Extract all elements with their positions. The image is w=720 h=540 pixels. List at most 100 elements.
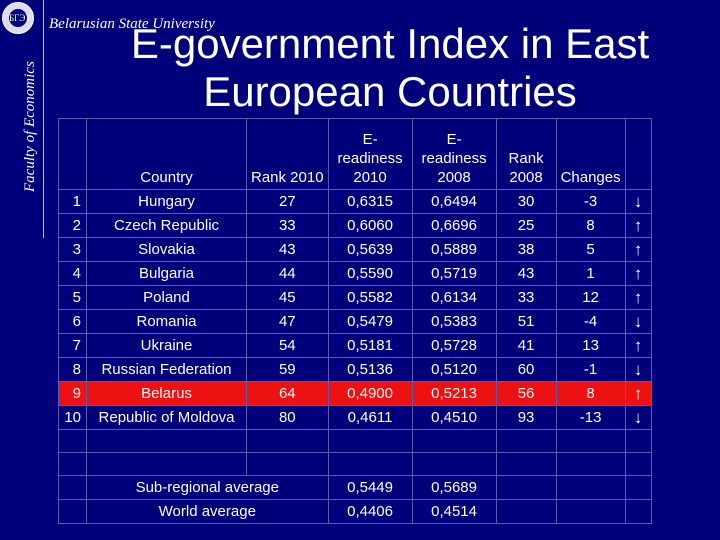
ereadiness-2008: 0,5689	[411, 475, 497, 500]
university-name: Belarusian State University	[49, 16, 215, 32]
empty-cell	[495, 452, 557, 476]
row-number: 6	[58, 309, 87, 334]
table-row: 10 Republic of Moldova 80 0,4611 0,4510 93 -13…	[58, 405, 652, 430]
ereadiness-2008: 0,6696	[411, 213, 497, 238]
row-number: 4	[58, 261, 87, 286]
ereadiness-2008: 0,5213	[411, 381, 497, 406]
rank-2010: 47	[246, 309, 329, 334]
ereadiness-2008: 0,5120	[411, 357, 497, 382]
rank-2010: 27	[246, 189, 329, 214]
empty-cell	[624, 475, 652, 500]
row-number: 1	[58, 189, 87, 214]
country-name: Ukraine	[86, 333, 247, 358]
rank-2010: 33	[246, 213, 329, 238]
header-arrow	[624, 118, 652, 190]
rank-change: -1	[555, 357, 626, 382]
average-label: World average	[86, 499, 329, 524]
rank-change: 5	[555, 237, 626, 262]
title-line-2: European Countries	[203, 68, 577, 115]
arrow-down-icon: ↓	[624, 309, 652, 334]
rank-2008: 43	[495, 261, 557, 286]
ereadiness-2008: 0,5889	[411, 237, 497, 262]
empty-cell	[58, 452, 87, 476]
slide-title: E-government Index in East European Coun…	[60, 20, 720, 116]
arrow-down-icon: ↓	[624, 357, 652, 382]
ereadiness-2010: 0,5479	[327, 309, 413, 334]
average-row: World average 0,4406 0,4514	[58, 499, 652, 524]
empty-cell	[411, 452, 497, 476]
rank-change: 1	[555, 261, 626, 286]
ereadiness-2010: 0,4900	[327, 381, 413, 406]
arrow-down-icon: ↓	[624, 405, 652, 430]
table-row: 3 Slovakia 43 0,5639 0,5889 38 5 ↑	[58, 237, 652, 262]
university-logo: БГЭУ	[2, 2, 34, 34]
rank-2008: 56	[495, 381, 557, 406]
empty-cell	[58, 429, 87, 453]
rank-change: 8	[555, 213, 626, 238]
ereadiness-2010: 0,4406	[327, 499, 413, 524]
rank-2010: 54	[246, 333, 329, 358]
country-name: Bulgaria	[86, 261, 247, 286]
empty-cell	[327, 429, 413, 453]
table-header-row: Country Rank 2010 E-readiness 2010 E-readine…	[58, 118, 652, 190]
rank-2010: 44	[246, 261, 329, 286]
arrow-up-icon: ↑	[624, 333, 652, 358]
table-row: 4 Bulgaria 44 0,5590 0,5719 43 1 ↑	[58, 261, 652, 286]
empty-cell	[86, 452, 247, 476]
faculty-label: Faculty of Economics	[22, 61, 38, 192]
country-name: Czech Republic	[86, 213, 247, 238]
country-name: Hungary	[86, 189, 247, 214]
ereadiness-2010: 0,5582	[327, 285, 413, 310]
ereadiness-2010: 0,4611	[327, 405, 413, 430]
header-ereadiness2008: E-readiness 2008	[411, 118, 497, 190]
rank-2008: 30	[495, 189, 557, 214]
ereadiness-2008: 0,6494	[411, 189, 497, 214]
rank-2008: 25	[495, 213, 557, 238]
header-changes: Changes	[555, 118, 626, 190]
average-label: Sub-regional average	[86, 475, 329, 500]
ereadiness-2008: 0,6134	[411, 285, 497, 310]
country-name: Russian Federation	[86, 357, 247, 382]
table-row: 5 Poland 45 0,5582 0,6134 33 12 ↑	[58, 285, 652, 310]
empty-cell	[411, 429, 497, 453]
country-name: Slovakia	[86, 237, 247, 262]
rank-2010: 64	[246, 381, 329, 406]
arrow-up-icon: ↑	[624, 261, 652, 286]
header-country: Country	[86, 118, 247, 190]
empty-cell	[624, 499, 652, 524]
row-number: 9	[58, 381, 87, 406]
empty-cell	[624, 429, 652, 453]
egov-table: Country Rank 2010 E-readiness 2010 E-readine…	[58, 118, 652, 524]
ereadiness-2010: 0,5136	[327, 357, 413, 382]
ereadiness-2008: 0,5383	[411, 309, 497, 334]
empty-cell	[58, 475, 87, 500]
rank-change: 12	[555, 285, 626, 310]
row-number: 5	[58, 285, 87, 310]
empty-cell	[624, 452, 652, 476]
ereadiness-2008: 0,5719	[411, 261, 497, 286]
row-number: 10	[58, 405, 87, 430]
ereadiness-2010: 0,5449	[327, 475, 413, 500]
ereadiness-2008: 0,4510	[411, 405, 497, 430]
arrow-up-icon: ↑	[624, 213, 652, 238]
table-row: 9 Belarus 64 0,4900 0,5213 56 8 ↑	[58, 381, 652, 406]
ereadiness-2010: 0,5181	[327, 333, 413, 358]
logo-emblem: БГЭУ	[9, 9, 32, 27]
header-rank2010: Rank 2010	[246, 118, 329, 190]
rank-change: 8	[555, 381, 626, 406]
rank-change: 13	[555, 333, 626, 358]
rank-2008: 33	[495, 285, 557, 310]
ereadiness-2008: 0,5728	[411, 333, 497, 358]
spacer-row	[58, 452, 652, 476]
rank-2008: 41	[495, 333, 557, 358]
arrow-up-icon: ↑	[624, 285, 652, 310]
empty-cell	[495, 499, 557, 524]
empty-cell	[495, 429, 557, 453]
rank-2010: 59	[246, 357, 329, 382]
empty-cell	[555, 499, 626, 524]
country-name: Belarus	[86, 381, 247, 406]
ereadiness-2010: 0,5639	[327, 237, 413, 262]
rank-2010: 45	[246, 285, 329, 310]
header-ereadiness2010: E-readiness 2010	[327, 118, 413, 190]
empty-cell	[555, 475, 626, 500]
